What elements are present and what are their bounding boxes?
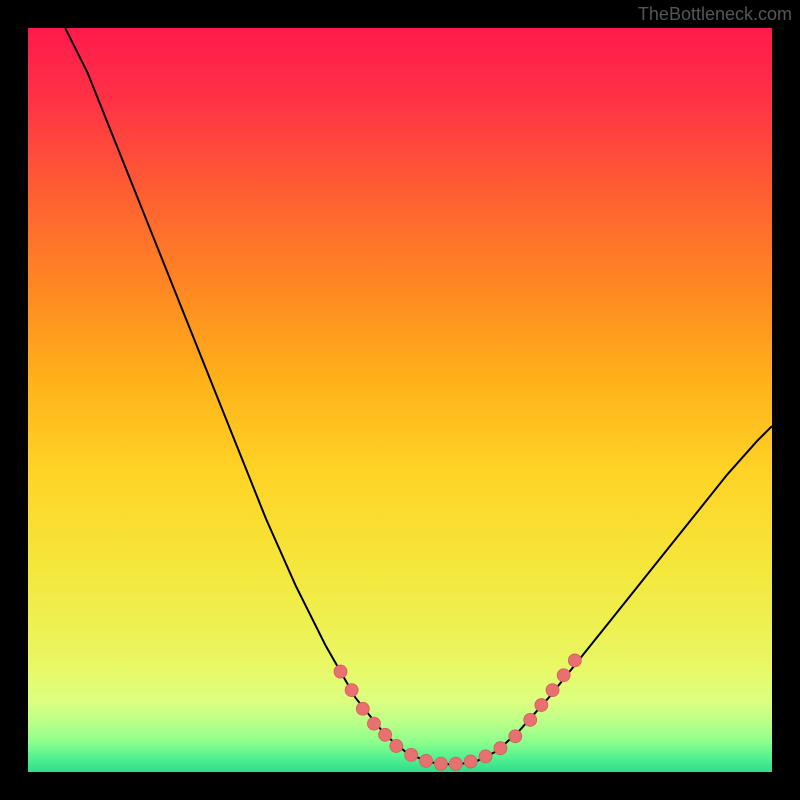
data-point (535, 699, 548, 712)
data-point (557, 669, 570, 682)
data-point (509, 730, 522, 743)
chart-background (28, 28, 772, 772)
data-point (568, 654, 581, 667)
data-point (334, 665, 347, 678)
data-point (449, 757, 462, 770)
data-point (345, 684, 358, 697)
data-point (479, 750, 492, 763)
bottleneck-chart (28, 28, 772, 772)
data-point (494, 742, 507, 755)
data-point (464, 755, 477, 768)
data-point (390, 739, 403, 752)
data-point (546, 684, 559, 697)
watermark-text: TheBottleneck.com (638, 4, 792, 25)
chart-svg (28, 28, 772, 772)
data-point (434, 757, 447, 770)
data-point (405, 748, 418, 761)
data-point (367, 717, 380, 730)
data-point (420, 754, 433, 767)
data-point (356, 702, 369, 715)
data-point (379, 728, 392, 741)
data-point (524, 713, 537, 726)
